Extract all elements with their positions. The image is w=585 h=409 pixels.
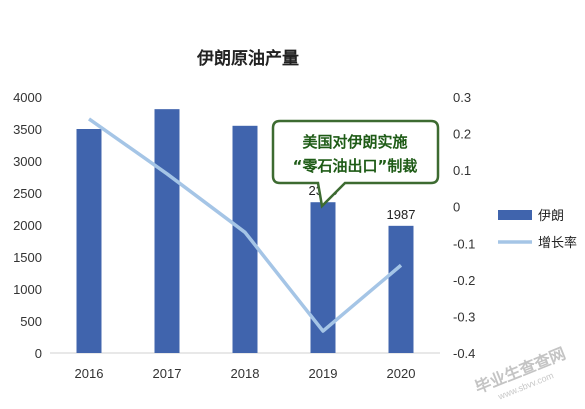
left-axis: 0 500 1000 1500 2000 2500 3000 3500 4000 bbox=[13, 90, 42, 361]
right-tick-label: 0.3 bbox=[453, 90, 471, 105]
watermark: 毕业生查查网 www.sbvv.com bbox=[472, 344, 568, 402]
left-tick-label: 2500 bbox=[13, 186, 42, 201]
bar-series bbox=[76, 109, 414, 353]
right-tick-label: -0.4 bbox=[453, 346, 475, 361]
x-tick-label: 2016 bbox=[75, 366, 104, 381]
legend: 伊朗 增长率 bbox=[498, 209, 577, 251]
x-tick-label: 2018 bbox=[231, 366, 260, 381]
right-tick-label: 0.2 bbox=[453, 127, 471, 142]
left-tick-label: 3000 bbox=[13, 154, 42, 169]
left-tick-label: 3500 bbox=[13, 122, 42, 137]
callout-line-1: 美国对伊朗实施 bbox=[302, 133, 407, 151]
left-tick-label: 1000 bbox=[13, 282, 42, 297]
bar bbox=[388, 225, 414, 353]
x-tick-label: 2020 bbox=[387, 366, 416, 381]
bar bbox=[232, 125, 258, 353]
x-tick-label: 2017 bbox=[153, 366, 182, 381]
right-tick-label: -0.3 bbox=[453, 309, 475, 324]
right-tick-label: 0.1 bbox=[453, 163, 471, 178]
left-tick-label: 2000 bbox=[13, 218, 42, 233]
callout-line-2: “零石油出口”制裁 bbox=[293, 157, 418, 175]
right-tick-label: 0 bbox=[453, 200, 460, 215]
x-tick-label: 2019 bbox=[309, 366, 338, 381]
bar bbox=[310, 202, 336, 353]
bar bbox=[154, 109, 180, 353]
left-tick-label: 1500 bbox=[13, 250, 42, 265]
left-tick-label: 0 bbox=[35, 346, 42, 361]
legend-label-bar: 伊朗 bbox=[538, 209, 564, 224]
x-axis: 2016 2017 2018 2019 2020 bbox=[75, 366, 416, 381]
right-tick-label: -0.1 bbox=[453, 236, 475, 251]
callout-bubble bbox=[271, 119, 440, 209]
bar-data-label: 1987 bbox=[387, 207, 416, 222]
legend-label-line: 增长率 bbox=[538, 235, 577, 251]
growth-rate-line bbox=[87, 117, 403, 333]
annotation-callout: 美国对伊朗实施 “零石油出口”制裁 bbox=[271, 119, 440, 209]
bar bbox=[76, 129, 102, 353]
chart-title: 伊朗原油产量 bbox=[196, 48, 299, 69]
line-series bbox=[87, 117, 403, 333]
legend-swatch-bar bbox=[498, 210, 532, 220]
left-tick-label: 4000 bbox=[13, 90, 42, 105]
right-tick-label: -0.2 bbox=[453, 273, 475, 288]
right-axis: 0.3 0.2 0.1 0 -0.1 -0.2 -0.3 -0.4 bbox=[453, 90, 475, 361]
left-tick-label: 500 bbox=[20, 314, 42, 329]
